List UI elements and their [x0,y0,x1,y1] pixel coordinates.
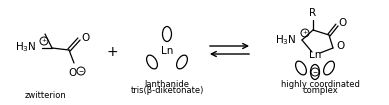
Text: −: − [312,70,318,75]
Text: complex: complex [302,86,338,95]
Text: H$_3$N: H$_3$N [275,33,297,47]
Text: O: O [338,18,346,28]
Text: Ln: Ln [309,50,321,60]
Text: O: O [336,41,344,51]
Text: lanthanide: lanthanide [144,80,189,89]
Text: Ln: Ln [161,46,173,56]
Text: H$_3$N: H$_3$N [16,40,37,54]
Text: zwitterion: zwitterion [24,91,66,100]
Text: +: + [106,45,118,59]
Text: O: O [68,68,76,78]
Text: +: + [41,39,47,43]
Text: highly coordinated: highly coordinated [280,80,359,89]
Text: tris(β-diketonate): tris(β-diketonate) [130,86,204,95]
Text: +: + [302,30,308,35]
Text: R: R [309,8,317,18]
Text: −: − [78,68,84,74]
Text: O: O [81,33,89,43]
